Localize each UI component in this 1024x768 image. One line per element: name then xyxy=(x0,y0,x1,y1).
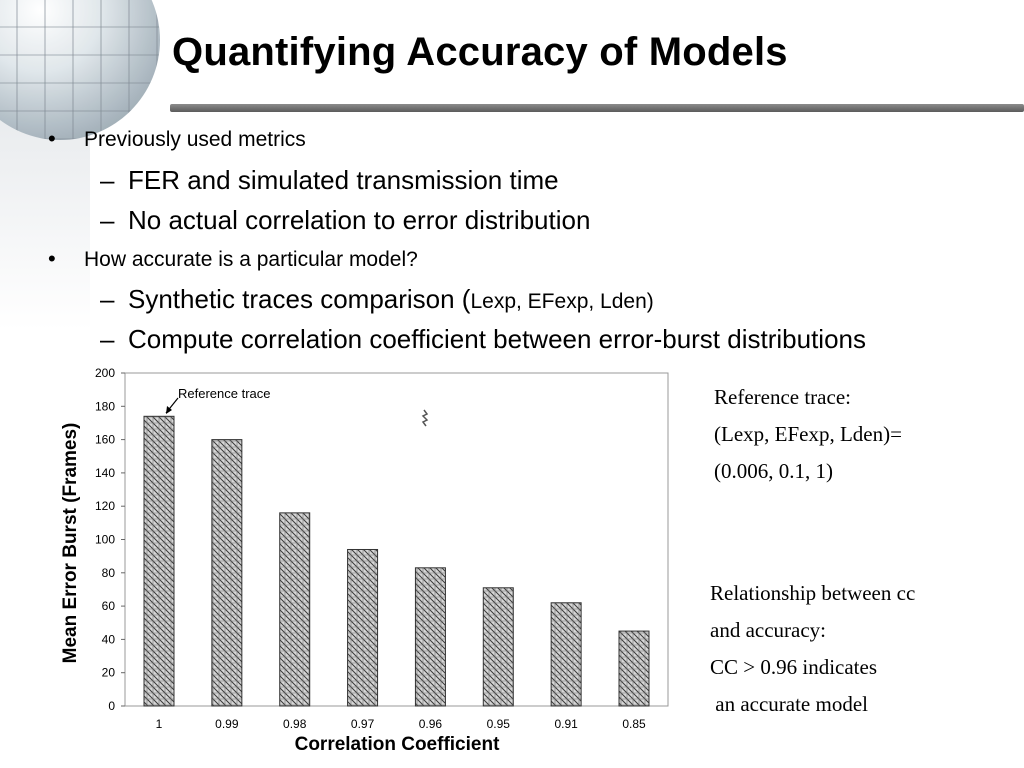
x-tick-label: 0.98 xyxy=(283,717,307,731)
bullet-marker: • xyxy=(48,126,56,151)
dash-marker: – xyxy=(100,165,115,195)
y-tick-label: 140 xyxy=(95,466,115,480)
note-line: Reference trace: xyxy=(714,385,851,409)
y-tick-label: 0 xyxy=(108,699,115,713)
sub-bullet-text: No actual correlation to error distribut… xyxy=(128,205,591,235)
bar xyxy=(211,439,243,707)
dash-marker: – xyxy=(100,324,115,354)
y-tick-label: 20 xyxy=(102,666,116,680)
note-line: CC > 0.96 indicates xyxy=(710,655,877,679)
bar xyxy=(482,587,514,707)
note-line: an accurate model xyxy=(710,692,868,716)
x-tick-label: 1 xyxy=(156,717,163,731)
reference-trace-note: Reference trace: (Lexp, EFexp, Lden)= (0… xyxy=(714,379,902,490)
bar xyxy=(618,630,650,707)
bars-group xyxy=(143,415,650,707)
x-tick-label: 0.99 xyxy=(215,717,239,731)
y-tick-label: 100 xyxy=(95,533,115,547)
y-tick-label: 40 xyxy=(102,632,116,646)
note-line: Relationship between cc xyxy=(710,581,916,605)
annotation-text: Reference trace xyxy=(178,386,271,401)
sub-bullet-text: FER and simulated transmission time xyxy=(128,165,559,195)
x-tick-label: 0.85 xyxy=(622,717,646,731)
plot-area xyxy=(124,372,669,707)
y-tick-label: 120 xyxy=(95,499,115,513)
sub-bullet-text: Compute correlation coefficient between … xyxy=(128,324,866,354)
y-tick-label: 80 xyxy=(102,566,116,580)
bullet-text: How accurate is a particular model? xyxy=(84,248,418,271)
x-tick-label: 0.97 xyxy=(351,717,375,731)
y-tick-label: 60 xyxy=(102,599,116,613)
y-tick-label: 160 xyxy=(95,433,115,447)
note-line: and accuracy: xyxy=(710,618,827,642)
y-axis: 0 20 40 60 80 100 120 140 160 180 200 xyxy=(95,366,125,713)
dash-marker: – xyxy=(100,205,115,235)
stray-mark xyxy=(421,409,429,427)
y-tick-label: 200 xyxy=(95,366,115,380)
note-line: (Lexp, EFexp, Lden)= xyxy=(714,422,902,446)
title-divider xyxy=(170,104,1024,112)
relationship-note: Relationship between cc and accuracy: CC… xyxy=(710,575,915,723)
sub-bullet-text: Synthetic traces comparison (Lexp, EFexp… xyxy=(128,284,654,315)
dash-marker: – xyxy=(100,284,115,314)
bar xyxy=(550,602,582,707)
x-axis-label: Correlation Coefficient xyxy=(295,734,500,755)
x-tick-label: 0.96 xyxy=(419,717,443,731)
bullet-text: Previously used metrics xyxy=(84,128,306,151)
slide-title: Quantifying Accuracy of Models xyxy=(172,30,788,74)
bar xyxy=(279,512,311,707)
sub-bullet-text-main: Synthetic traces comparison ( xyxy=(128,284,471,314)
x-tick-label: 0.95 xyxy=(487,717,511,731)
y-axis-label: Mean Error Burst (Frames) xyxy=(60,423,81,664)
sub-bullet-text-params: Lexp, EFexp, Lden xyxy=(470,290,647,313)
x-axis: 1 0.99 0.98 0.97 0.96 0.95 0.91 0.85 xyxy=(156,717,646,731)
sub-bullet-text-close: ) xyxy=(646,290,654,313)
bar xyxy=(347,548,379,707)
note-line: (0.006, 0.1, 1) xyxy=(714,459,833,483)
x-tick-label: 0.91 xyxy=(554,717,578,731)
bullet-marker: • xyxy=(48,246,56,271)
y-tick-label: 180 xyxy=(95,399,115,413)
annotation-arrowhead xyxy=(166,406,172,414)
reference-annotation: Reference trace xyxy=(165,386,271,414)
bar xyxy=(414,567,446,707)
bar xyxy=(143,415,175,707)
